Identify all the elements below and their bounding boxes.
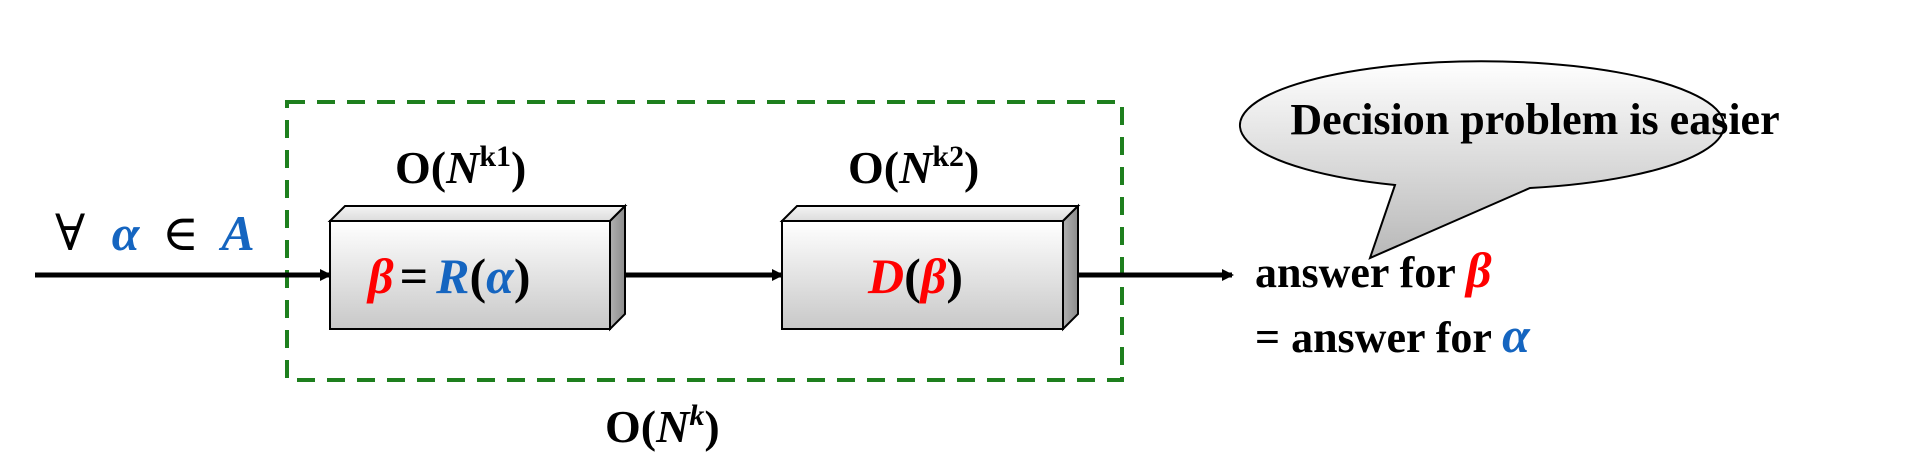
output-alpha: α (1502, 307, 1531, 363)
formula-R: R (435, 248, 469, 304)
forall-symbol: ∀ (55, 205, 85, 261)
reduction-formula: β = R(α) (366, 248, 530, 304)
decision-exponent: k2 (932, 140, 964, 173)
formula-beta: β (366, 248, 394, 304)
decision-complexity: O(Nk2) (848, 140, 979, 193)
input-alpha: α (112, 205, 141, 261)
reduction-box (327, 203, 628, 332)
algorithm-boundary-box (285, 100, 1124, 382)
output-beta: β (1464, 242, 1492, 298)
element-of-symbol: ∈ (162, 205, 199, 261)
input-label: ∀ α ∈ A (55, 205, 255, 261)
formula-D: D (867, 248, 904, 304)
total-exponent: k (689, 399, 704, 432)
input-set: A (218, 205, 254, 261)
total-complexity: O(Nk) (605, 399, 720, 452)
output-line-1: answer for β (1255, 242, 1492, 298)
reduction-complexity: O(Nk1) (395, 140, 526, 193)
output-line-2: = answer for α (1255, 307, 1531, 363)
decision-box (779, 203, 1081, 332)
callout-bubble (1239, 60, 1725, 260)
formula-alpha: α (486, 248, 515, 304)
callout-text: Decision problem is easier (1290, 95, 1779, 144)
formula-beta-2: β (919, 248, 947, 304)
decision-formula: D(β) (867, 248, 963, 304)
reduction-exponent: k1 (479, 140, 511, 173)
